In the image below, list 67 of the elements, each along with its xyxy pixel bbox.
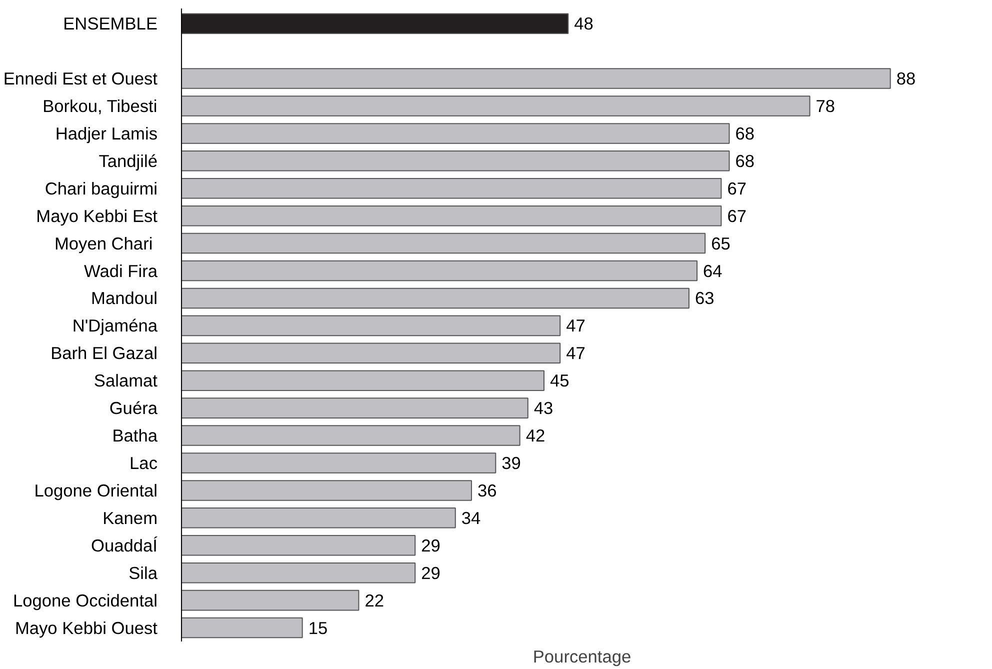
bar — [182, 562, 416, 584]
data-label: 48 — [574, 14, 594, 34]
data-label: 34 — [461, 508, 482, 528]
data-label: 78 — [816, 96, 836, 116]
bar — [182, 315, 561, 336]
bar — [182, 150, 730, 172]
data-label: 22 — [364, 590, 384, 610]
data-label: 47 — [566, 316, 586, 336]
data-label: 42 — [526, 426, 546, 446]
bar — [182, 68, 891, 89]
y-tick-label: Logone Occidental — [12, 590, 158, 610]
y-tick-label: N'Djaména — [72, 316, 158, 336]
y-tick-label: Guéra — [109, 398, 158, 418]
bar — [182, 288, 690, 309]
bar — [182, 205, 722, 226]
data-label: 39 — [502, 452, 521, 473]
bar — [182, 13, 569, 34]
data-label: 67 — [727, 178, 746, 198]
y-tick-label: Mandoul — [91, 288, 158, 308]
y-tick-label: OuaddaÍ — [91, 535, 158, 556]
y-tick-label: Tandjilé — [98, 150, 158, 171]
y-tick-label: Borkou, Tibesti — [42, 96, 158, 116]
y-tick-label: ENSEMBLE — [63, 14, 158, 34]
data-label: 67 — [727, 206, 746, 226]
data-label: 43 — [534, 398, 554, 418]
data-label: 64 — [703, 260, 723, 281]
data-label: 29 — [421, 535, 440, 556]
bar — [182, 398, 528, 418]
bar — [182, 425, 520, 446]
data-label: 63 — [694, 288, 714, 308]
bar — [182, 232, 706, 254]
data-label: 45 — [550, 370, 570, 391]
bar — [182, 590, 360, 611]
bar — [182, 452, 496, 474]
y-tick-label: Mayo Kebbi Est — [36, 206, 158, 226]
data-label: 47 — [566, 343, 586, 364]
data-label: 68 — [735, 150, 755, 171]
bar — [182, 342, 561, 364]
data-label: 65 — [711, 233, 730, 254]
bar — [182, 123, 730, 144]
y-tick-label: Mayo Kebbi Ouest — [14, 618, 158, 638]
data-label: 15 — [308, 618, 328, 638]
y-tick-label: Ennedi Est et Ouest — [3, 68, 158, 89]
data-label: 68 — [735, 123, 755, 144]
x-axis-title: Pourcentage — [532, 646, 632, 666]
bar — [182, 370, 544, 391]
y-tick-label: Wadi Fira — [84, 260, 158, 281]
bar — [182, 178, 722, 199]
y-tick-label: Batha — [112, 426, 158, 446]
y-tick-label: Sila — [128, 562, 158, 583]
bar — [182, 260, 698, 282]
data-label: 88 — [896, 68, 916, 89]
y-tick-label: Salamat — [94, 370, 158, 391]
y-tick-label: Kanem — [102, 508, 158, 528]
data-label: 36 — [477, 480, 497, 500]
y-tick-label: Hadjer Lamis — [55, 123, 158, 144]
y-tick-label: Logone Oriental — [34, 480, 158, 500]
y-tick-label: Barh El Gazal — [50, 343, 158, 364]
bar — [182, 508, 456, 528]
data-label: 29 — [421, 562, 440, 583]
bar — [182, 480, 472, 501]
bar — [182, 617, 303, 638]
y-tick-label: Lac — [130, 452, 158, 473]
y-tick-label: Moyen Chari — [54, 233, 153, 254]
bar — [182, 96, 810, 116]
bar — [182, 534, 416, 556]
y-tick-label: Chari baguirmi — [44, 178, 158, 198]
